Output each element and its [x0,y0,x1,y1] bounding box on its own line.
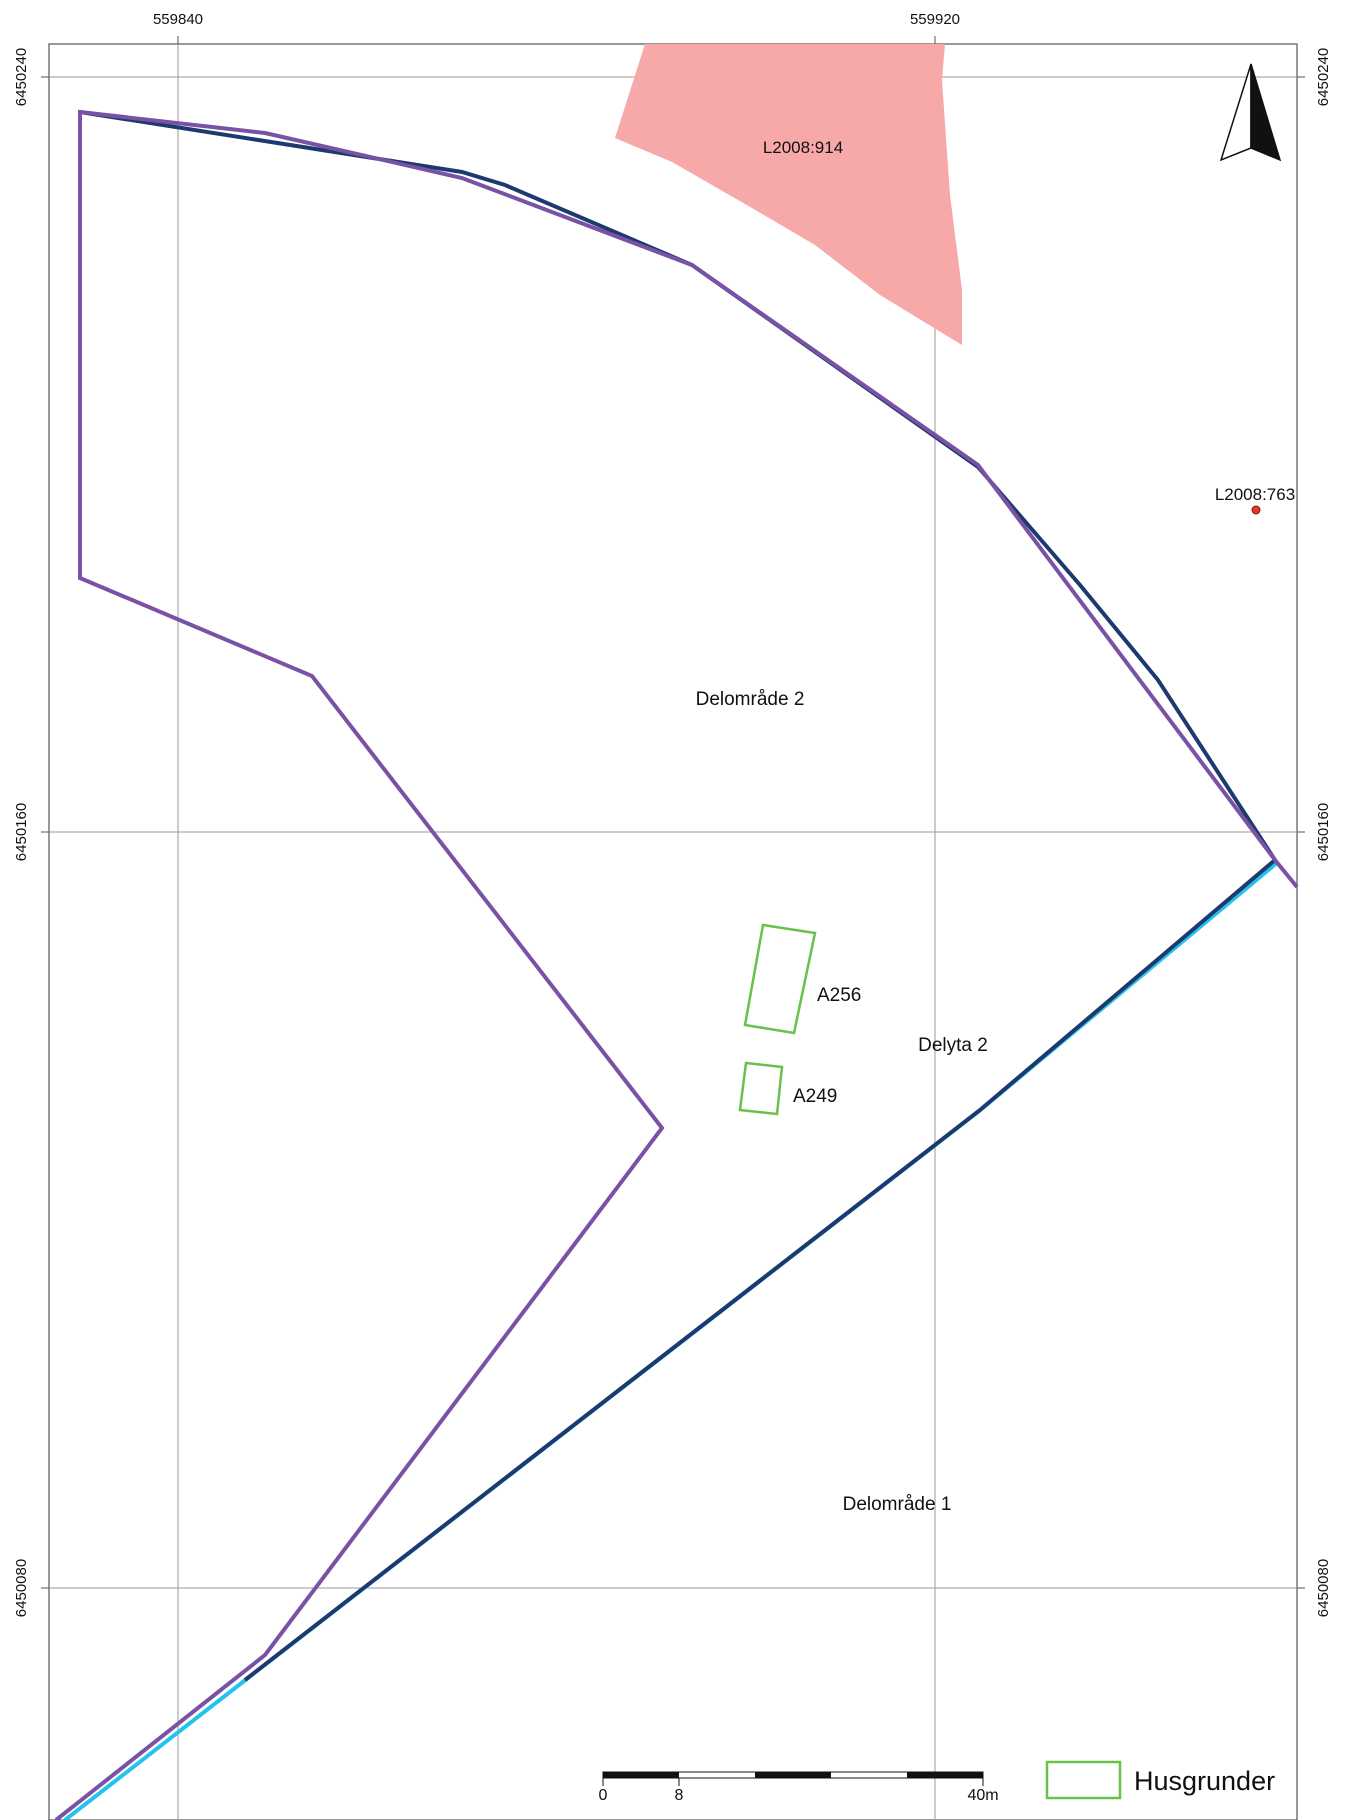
area-label-delomrade-1: Delområde 1 [843,1494,952,1515]
y-coordinate-label-right: 6450080 [1315,1559,1332,1617]
map-frame [48,43,1298,1820]
house-foundation-a249 [738,1061,784,1116]
y-coordinate-label-right: 6450240 [1315,48,1332,106]
house-label-a249: A249 [793,1086,837,1107]
y-coordinate-label-left: 6450240 [13,48,30,106]
y-coordinate-label-left: 6450160 [13,803,30,861]
x-coordinate-label: 559840 [153,11,203,28]
scale-bar: 0 8 40m [599,1771,999,1804]
tick-marks [41,36,1305,1589]
north-arrow-icon [1219,63,1282,162]
x-coordinate-label: 559920 [910,11,960,28]
y-coordinate-label-left: 6450080 [13,1559,30,1617]
legend-swatch-husgrunder [1045,1760,1122,1800]
legend: Husgrunder [1045,1760,1275,1800]
scale-tick-label: 8 [675,1787,684,1804]
scale-tick-label: 0 [599,1787,608,1804]
house-foundation-a256 [743,923,817,1035]
site-point-l2008-763 [1251,505,1261,515]
legend-label-husgrunder: Husgrunder [1134,1766,1275,1796]
y-coordinate-label-right: 6450160 [1315,803,1332,861]
scale-tick-label: 40m [967,1787,998,1804]
boundary-polygon-purple [54,109,1299,1820]
site-label-l2008-914: L2008:914 [763,138,843,157]
boundary-line-navy [79,110,1278,1682]
site-label-l2008-763: L2008:763 [1215,485,1295,504]
site-polygon-l2008-914 [615,44,962,345]
area-label-delyta-2: Delyta 2 [918,1035,988,1056]
area-label-delomrade-2: Delområde 2 [696,689,805,710]
house-label-a256: A256 [817,985,861,1006]
